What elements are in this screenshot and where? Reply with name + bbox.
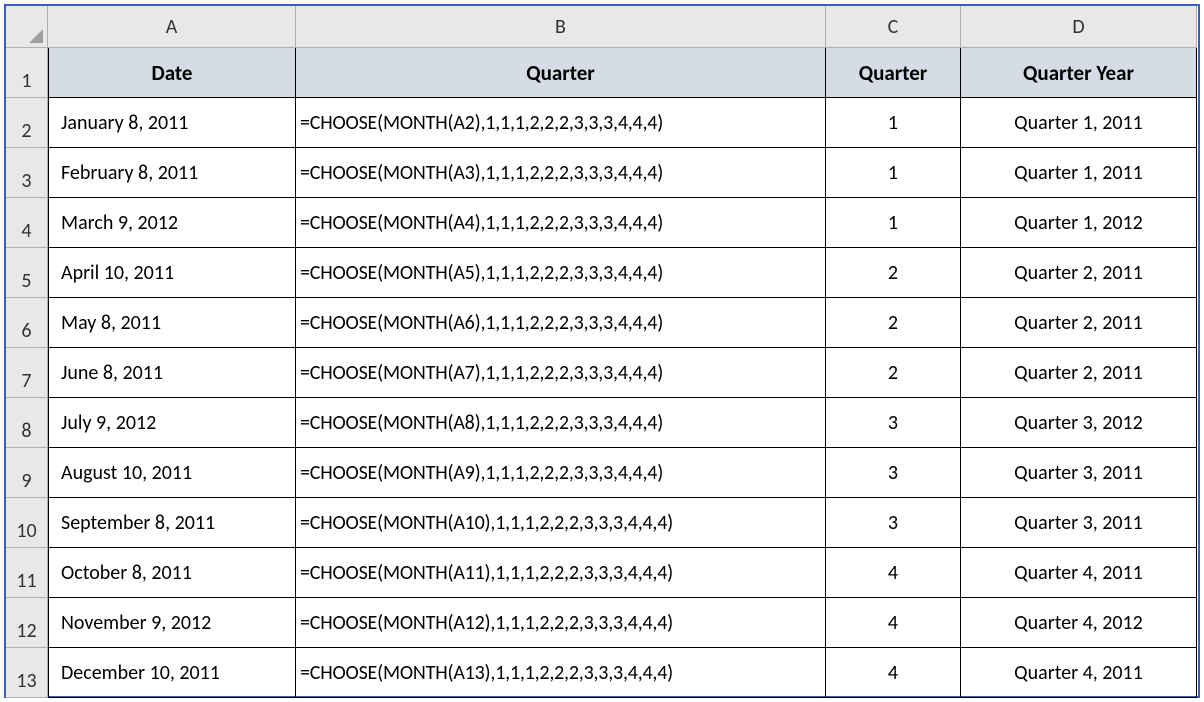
cell-B13[interactable]: =CHOOSE(MONTH(A13),1,1,1,2,2,2,3,3,3,4,4… [296,648,826,698]
spreadsheet-frame: A B C D 1 Date Quarter Quarter Quarter Y… [4,4,1200,698]
column-header-A[interactable]: A [48,6,296,48]
cell-B5[interactable]: =CHOOSE(MONTH(A5),1,1,1,2,2,2,3,3,3,4,4,… [296,248,826,298]
cell-A12[interactable]: November 9, 2012 [48,598,296,648]
cell-B8[interactable]: =CHOOSE(MONTH(A8),1,1,1,2,2,2,3,3,3,4,4,… [296,398,826,448]
row-header-11[interactable]: 11 [6,548,48,598]
cell-C4[interactable]: 1 [826,198,961,248]
cell-B2[interactable]: =CHOOSE(MONTH(A2),1,1,1,2,2,2,3,3,3,4,4,… [296,98,826,148]
cell-A6[interactable]: May 8, 2011 [48,298,296,348]
cell-B9[interactable]: =CHOOSE(MONTH(A9),1,1,1,2,2,2,3,3,3,4,4,… [296,448,826,498]
cell-C12[interactable]: 4 [826,598,961,648]
cell-B11[interactable]: =CHOOSE(MONTH(A11),1,1,1,2,2,2,3,3,3,4,4… [296,548,826,598]
cell-D12[interactable]: Quarter 4, 2012 [961,598,1197,648]
cell-B4[interactable]: =CHOOSE(MONTH(A4),1,1,1,2,2,2,3,3,3,4,4,… [296,198,826,248]
cell-D3[interactable]: Quarter 1, 2011 [961,148,1197,198]
cell-A7[interactable]: June 8, 2011 [48,348,296,398]
cell-D5[interactable]: Quarter 2, 2011 [961,248,1197,298]
row-header-8[interactable]: 8 [6,398,48,448]
row-header-7[interactable]: 7 [6,348,48,398]
cell-B3[interactable]: =CHOOSE(MONTH(A3),1,1,1,2,2,2,3,3,3,4,4,… [296,148,826,198]
cell-C13[interactable]: 4 [826,648,961,698]
cell-A5[interactable]: April 10, 2011 [48,248,296,298]
cell-D8[interactable]: Quarter 3, 2012 [961,398,1197,448]
row-header-12[interactable]: 12 [6,598,48,648]
cell-C9[interactable]: 3 [826,448,961,498]
cell-A10[interactable]: September 8, 2011 [48,498,296,548]
row-header-1[interactable]: 1 [6,48,48,98]
cell-C3[interactable]: 1 [826,148,961,198]
cell-B6[interactable]: =CHOOSE(MONTH(A6),1,1,1,2,2,2,3,3,3,4,4,… [296,298,826,348]
row-header-6[interactable]: 6 [6,298,48,348]
cell-A3[interactable]: February 8, 2011 [48,148,296,198]
cell-D7[interactable]: Quarter 2, 2011 [961,348,1197,398]
cell-A11[interactable]: October 8, 2011 [48,548,296,598]
cell-B1[interactable]: Quarter [296,48,826,98]
cell-C1[interactable]: Quarter [826,48,961,98]
row-header-4[interactable]: 4 [6,198,48,248]
cell-D2[interactable]: Quarter 1, 2011 [961,98,1197,148]
row-header-13[interactable]: 13 [6,648,48,698]
cell-A8[interactable]: July 9, 2012 [48,398,296,448]
row-header-5[interactable]: 5 [6,248,48,298]
column-header-C[interactable]: C [826,6,961,48]
cell-C5[interactable]: 2 [826,248,961,298]
cell-C8[interactable]: 3 [826,398,961,448]
row-header-3[interactable]: 3 [6,148,48,198]
cell-A1[interactable]: Date [48,48,296,98]
cell-D1[interactable]: Quarter Year [961,48,1197,98]
cell-D9[interactable]: Quarter 3, 2011 [961,448,1197,498]
cell-A9[interactable]: August 10, 2011 [48,448,296,498]
cell-D10[interactable]: Quarter 3, 2011 [961,498,1197,548]
row-header-2[interactable]: 2 [6,98,48,148]
cell-A2[interactable]: January 8, 2011 [48,98,296,148]
cell-C11[interactable]: 4 [826,548,961,598]
cell-A13[interactable]: December 10, 2011 [48,648,296,698]
spreadsheet-grid: A B C D 1 Date Quarter Quarter Quarter Y… [6,6,1198,698]
cell-B12[interactable]: =CHOOSE(MONTH(A12),1,1,1,2,2,2,3,3,3,4,4… [296,598,826,648]
cell-B7[interactable]: =CHOOSE(MONTH(A7),1,1,1,2,2,2,3,3,3,4,4,… [296,348,826,398]
select-all-corner[interactable] [6,6,48,48]
row-header-10[interactable]: 10 [6,498,48,548]
cell-A4[interactable]: March 9, 2012 [48,198,296,248]
row-header-9[interactable]: 9 [6,448,48,498]
cell-D4[interactable]: Quarter 1, 2012 [961,198,1197,248]
cell-D6[interactable]: Quarter 2, 2011 [961,298,1197,348]
cell-C7[interactable]: 2 [826,348,961,398]
cell-C6[interactable]: 2 [826,298,961,348]
cell-C10[interactable]: 3 [826,498,961,548]
cell-D13[interactable]: Quarter 4, 2011 [961,648,1197,698]
column-header-B[interactable]: B [296,6,826,48]
cell-B10[interactable]: =CHOOSE(MONTH(A10),1,1,1,2,2,2,3,3,3,4,4… [296,498,826,548]
cell-C2[interactable]: 1 [826,98,961,148]
cell-D11[interactable]: Quarter 4, 2011 [961,548,1197,598]
column-header-D[interactable]: D [961,6,1197,48]
